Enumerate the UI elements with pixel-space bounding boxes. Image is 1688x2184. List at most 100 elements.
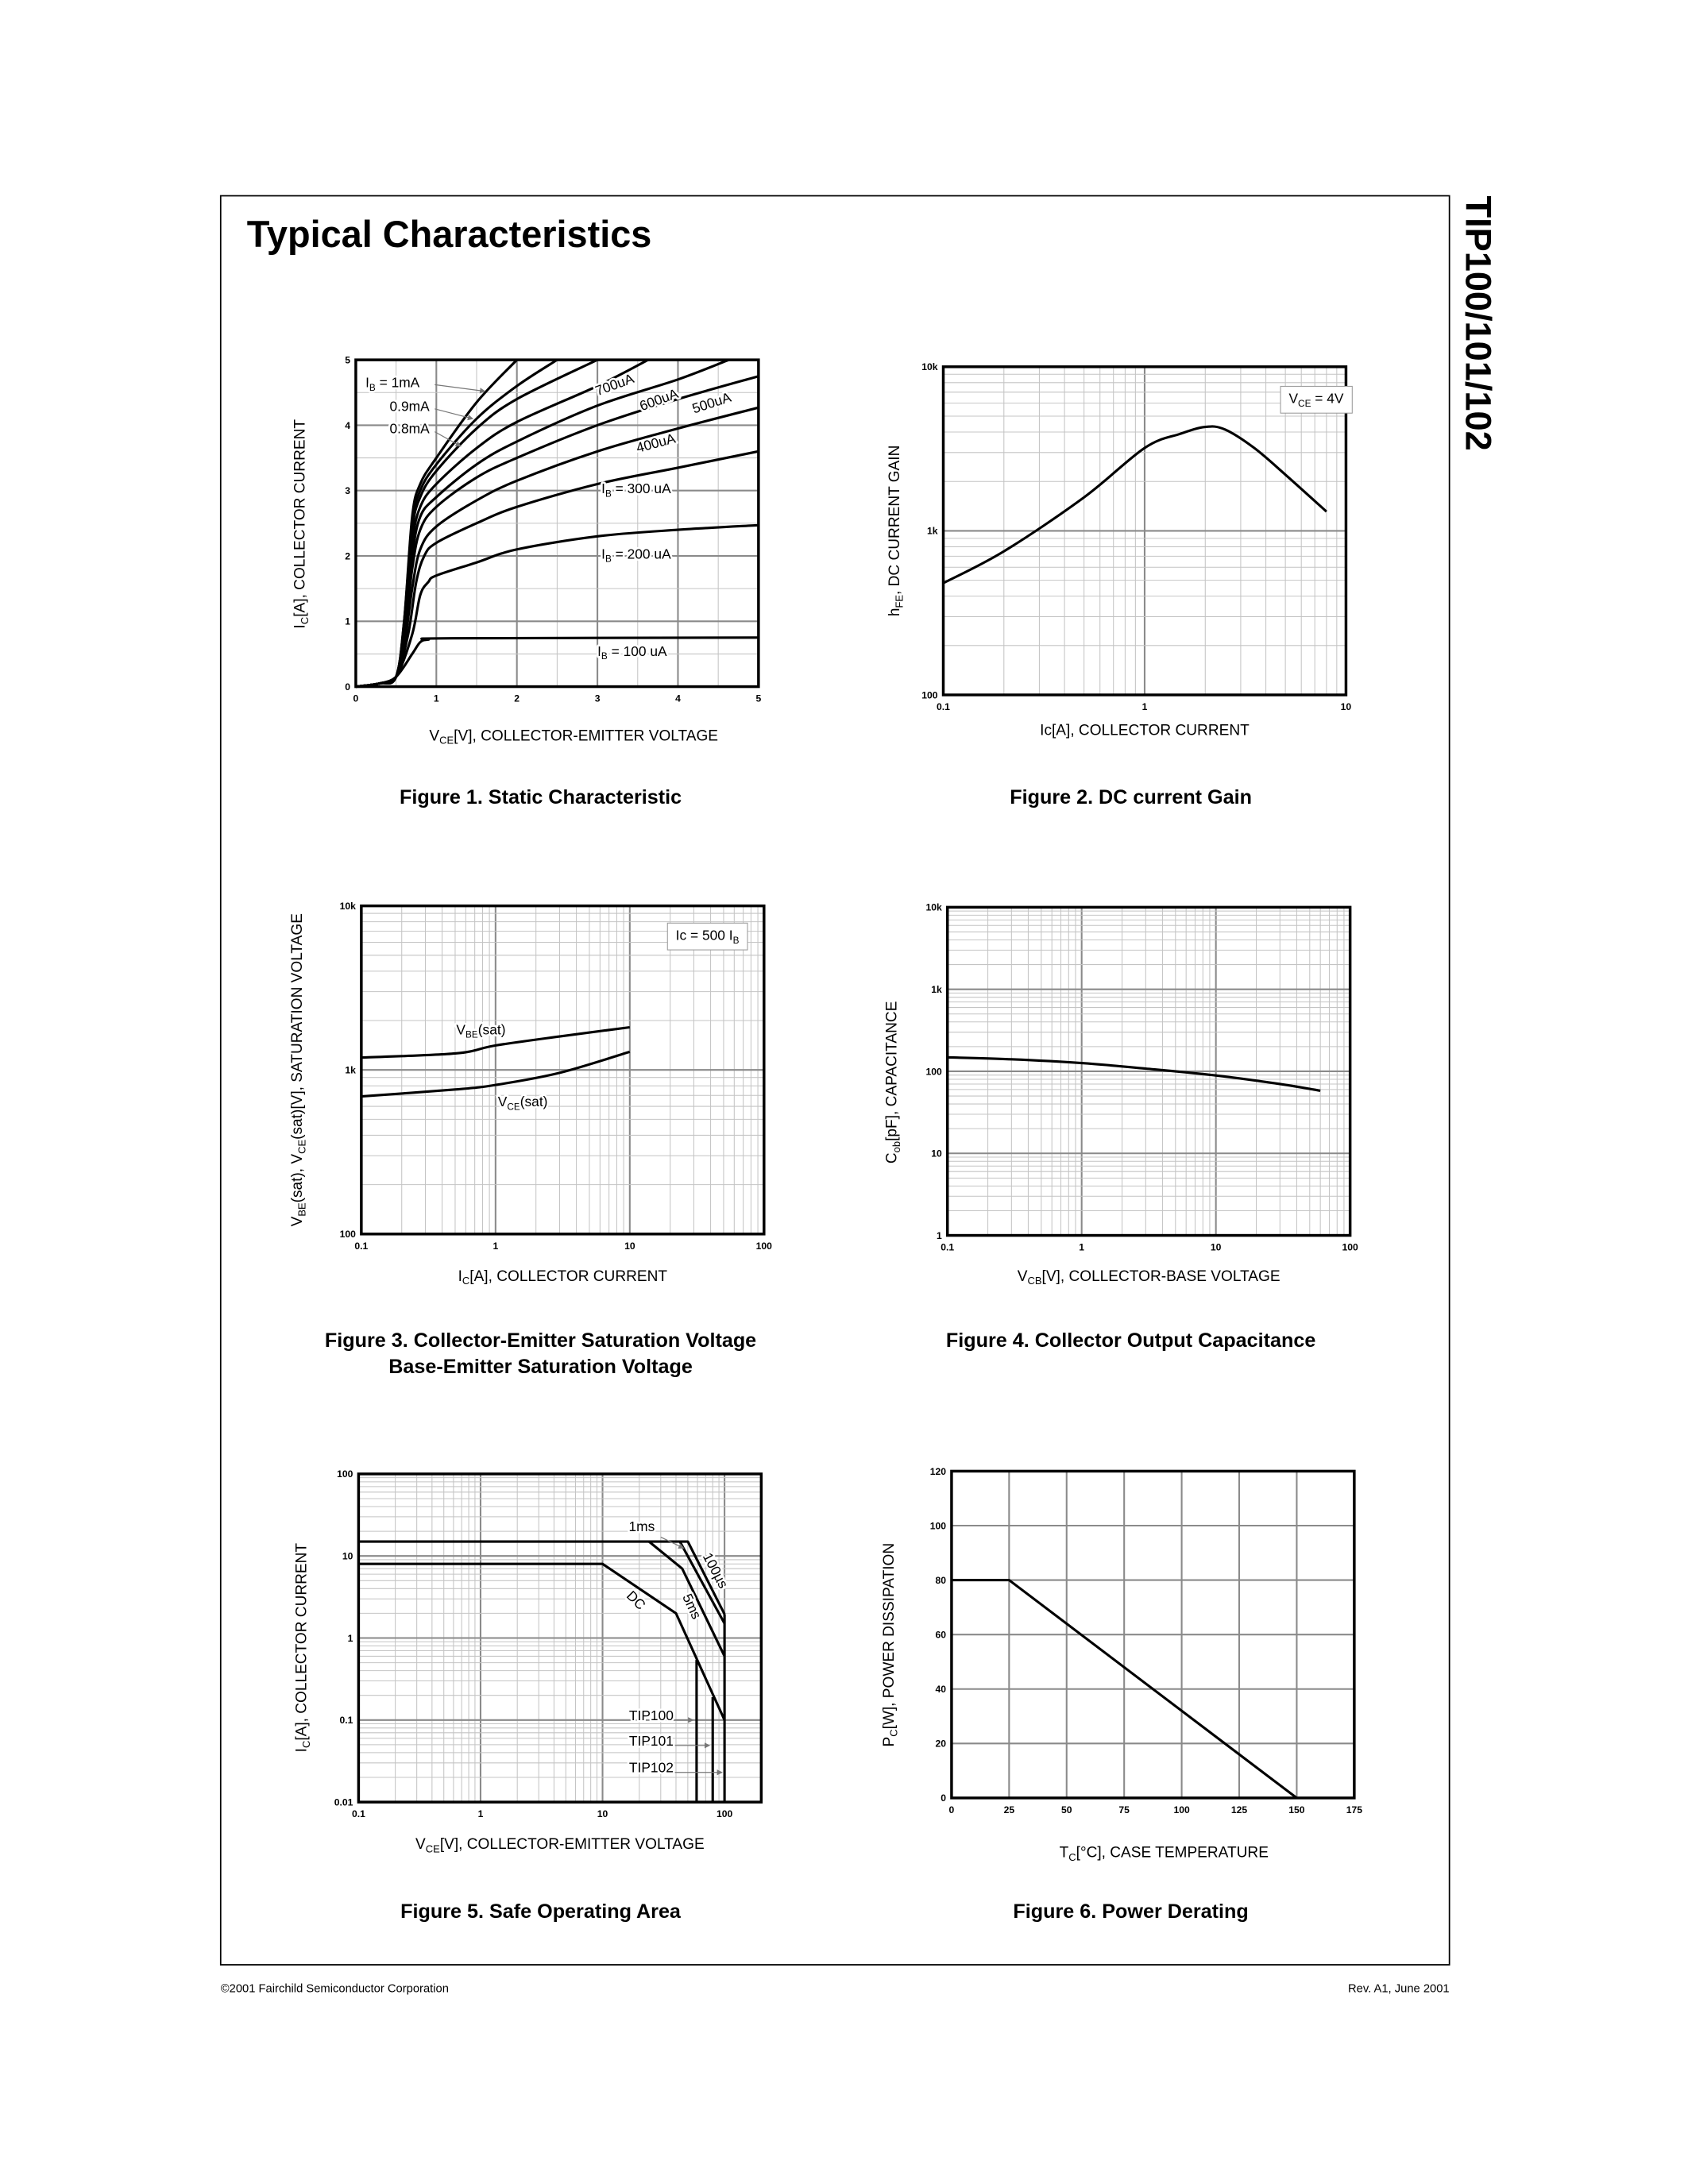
grid	[358, 1473, 762, 1803]
grid	[947, 907, 1350, 1236]
label-text: (sat)	[520, 1094, 548, 1109]
x-tick-label: 4	[675, 693, 681, 704]
x-tick-label: 0	[949, 1804, 955, 1815]
y-tick-label: 100	[925, 1066, 942, 1077]
grid	[943, 366, 1346, 695]
label-text: I	[292, 624, 309, 628]
label-text: , DC CURRENT GAIN	[886, 446, 903, 595]
y-tick-label: 3	[345, 485, 350, 496]
y-tick-label: 1k	[931, 984, 942, 995]
subscript: CE	[426, 1843, 440, 1854]
annotation-box	[666, 922, 748, 951]
annotation-label: VCE(sat)	[498, 1094, 548, 1112]
label-text: 0.9mA	[390, 398, 431, 414]
annotation-arrow	[434, 431, 462, 447]
label-text: TIP102	[629, 1760, 674, 1776]
x-tick-label: 0	[353, 693, 359, 704]
plot-frame	[354, 358, 760, 689]
subscript: CE	[296, 1140, 308, 1154]
annotation-label: 1ms	[629, 1518, 655, 1534]
y-axis-label: Cob[pF], CAPACITANCE	[883, 1001, 902, 1164]
label-text: [A], COLLECTOR CURRENT	[292, 419, 309, 617]
label-text: T	[1060, 1845, 1069, 1862]
subscript: C	[300, 1741, 312, 1748]
subscript: BE	[296, 1202, 308, 1217]
x-tick-label: 0.1	[937, 701, 950, 712]
x-tick-label: 1	[492, 1241, 498, 1252]
y-tick-label: 10k	[340, 901, 357, 912]
y-tick-label: 5	[345, 354, 350, 365]
label-text: I	[601, 546, 605, 561]
subscript: C	[462, 1275, 469, 1287]
series-line-vce-sat-	[361, 1050, 631, 1098]
x-axis-label: VCB[V], COLLECTOR-BASE VOLTAGE	[1018, 1268, 1280, 1287]
y-tick-label: 20	[935, 1738, 946, 1750]
x-axis-label: IC[A], COLLECTOR CURRENT	[458, 1268, 668, 1287]
footer-revision: Rev. A1, June 2001	[1348, 1983, 1450, 1996]
y-tick-label: 1k	[345, 1065, 356, 1076]
figure-caption: Figure 4. Collector Output Capacitance	[946, 1329, 1315, 1352]
annotation-arrow	[660, 1536, 685, 1549]
footer-copyright: ©2001 Fairchild Semiconductor Corporatio…	[221, 1983, 449, 1996]
x-tick-label: 1	[1079, 1242, 1084, 1253]
y-tick-label: 10k	[921, 361, 938, 372]
series-line	[951, 1579, 1298, 1800]
label-text: I	[597, 643, 601, 659]
figure-2: 0.1 1 10 100 1k 10k VCE = 4V Ic[A], COLLECTOR C…	[886, 361, 1353, 808]
x-tick-label: 1	[478, 1808, 484, 1819]
x-tick-label: 0.1	[941, 1242, 954, 1253]
annotation-label: Ic = 500 IB	[676, 928, 740, 946]
plot-frame	[357, 1472, 763, 1804]
label-text: [A], COLLECTOR CURRENT	[293, 1543, 310, 1741]
subscript: C	[1068, 1851, 1076, 1863]
annotation-label: IB = 300 uA	[601, 480, 671, 499]
y-tick-label: 100	[340, 1229, 357, 1240]
grid	[361, 905, 764, 1234]
y-tick-label: 120	[930, 1466, 947, 1477]
subscript: C	[299, 617, 311, 624]
label-text: [pF], CAPACITANCE	[883, 1001, 900, 1141]
y-axis-label: VBE(sat), VCE(sat)[V], SATURATION VOLTAG…	[289, 913, 307, 1226]
figure-caption: Figure 5. Safe Operating Area	[400, 1900, 682, 1923]
y-tick-label: 10	[931, 1148, 942, 1160]
annotation-arrow	[435, 408, 474, 421]
subscript: B	[601, 650, 608, 662]
annotation-label: 0.8mA	[390, 420, 431, 436]
part-number-side-title: TIP100/101/102	[1458, 196, 1498, 451]
label-text: I	[365, 375, 369, 391]
x-tick-label: 175	[1346, 1804, 1363, 1815]
y-tick-label: 80	[935, 1575, 946, 1586]
annotation-label: VCE = 4V	[1288, 391, 1343, 409]
y-tick-label: 0.01	[334, 1796, 353, 1808]
y-tick-label: 10k	[925, 902, 942, 913]
label-text: h	[886, 608, 903, 617]
y-tick-label: 1	[937, 1230, 942, 1241]
y-tick-label: 2	[345, 550, 350, 561]
annotation-arrow	[435, 384, 486, 394]
x-tick-label: 10	[624, 1241, 635, 1252]
label-text: [V], COLLECTOR-BASE VOLTAGE	[1042, 1268, 1280, 1285]
figure-6: 0 25 50 75 100 125 150 175020406080100120TC[°C]…	[881, 1466, 1362, 1923]
subscript: FE	[893, 595, 905, 608]
x-tick-label: 100	[756, 1241, 773, 1252]
y-axis-label: IC[A], COLLECTOR CURRENT	[292, 419, 311, 629]
label-text: I	[458, 1268, 462, 1285]
y-tick-label: 10	[342, 1551, 353, 1562]
x-axis-label: VCE[V], COLLECTOR-EMITTER VOLTAGE	[429, 727, 718, 746]
figure-caption: Figure 6. Power Derating	[1013, 1900, 1248, 1923]
plot-frame	[360, 904, 766, 1236]
label-text: = 1mA	[376, 375, 420, 391]
series-line-100-s	[358, 1540, 726, 1615]
y-tick-label: 0	[345, 681, 350, 693]
subscript: C	[887, 1729, 899, 1736]
x-axis-label: TC[°C], CASE TEMPERATURE	[1060, 1845, 1269, 1863]
label-text: [°C], CASE TEMPERATURE	[1076, 1845, 1269, 1862]
series-line-100-ua	[355, 636, 759, 689]
grid	[951, 1471, 1354, 1798]
label-text: TIP100	[629, 1707, 674, 1723]
x-tick-label: 100	[1342, 1242, 1359, 1253]
